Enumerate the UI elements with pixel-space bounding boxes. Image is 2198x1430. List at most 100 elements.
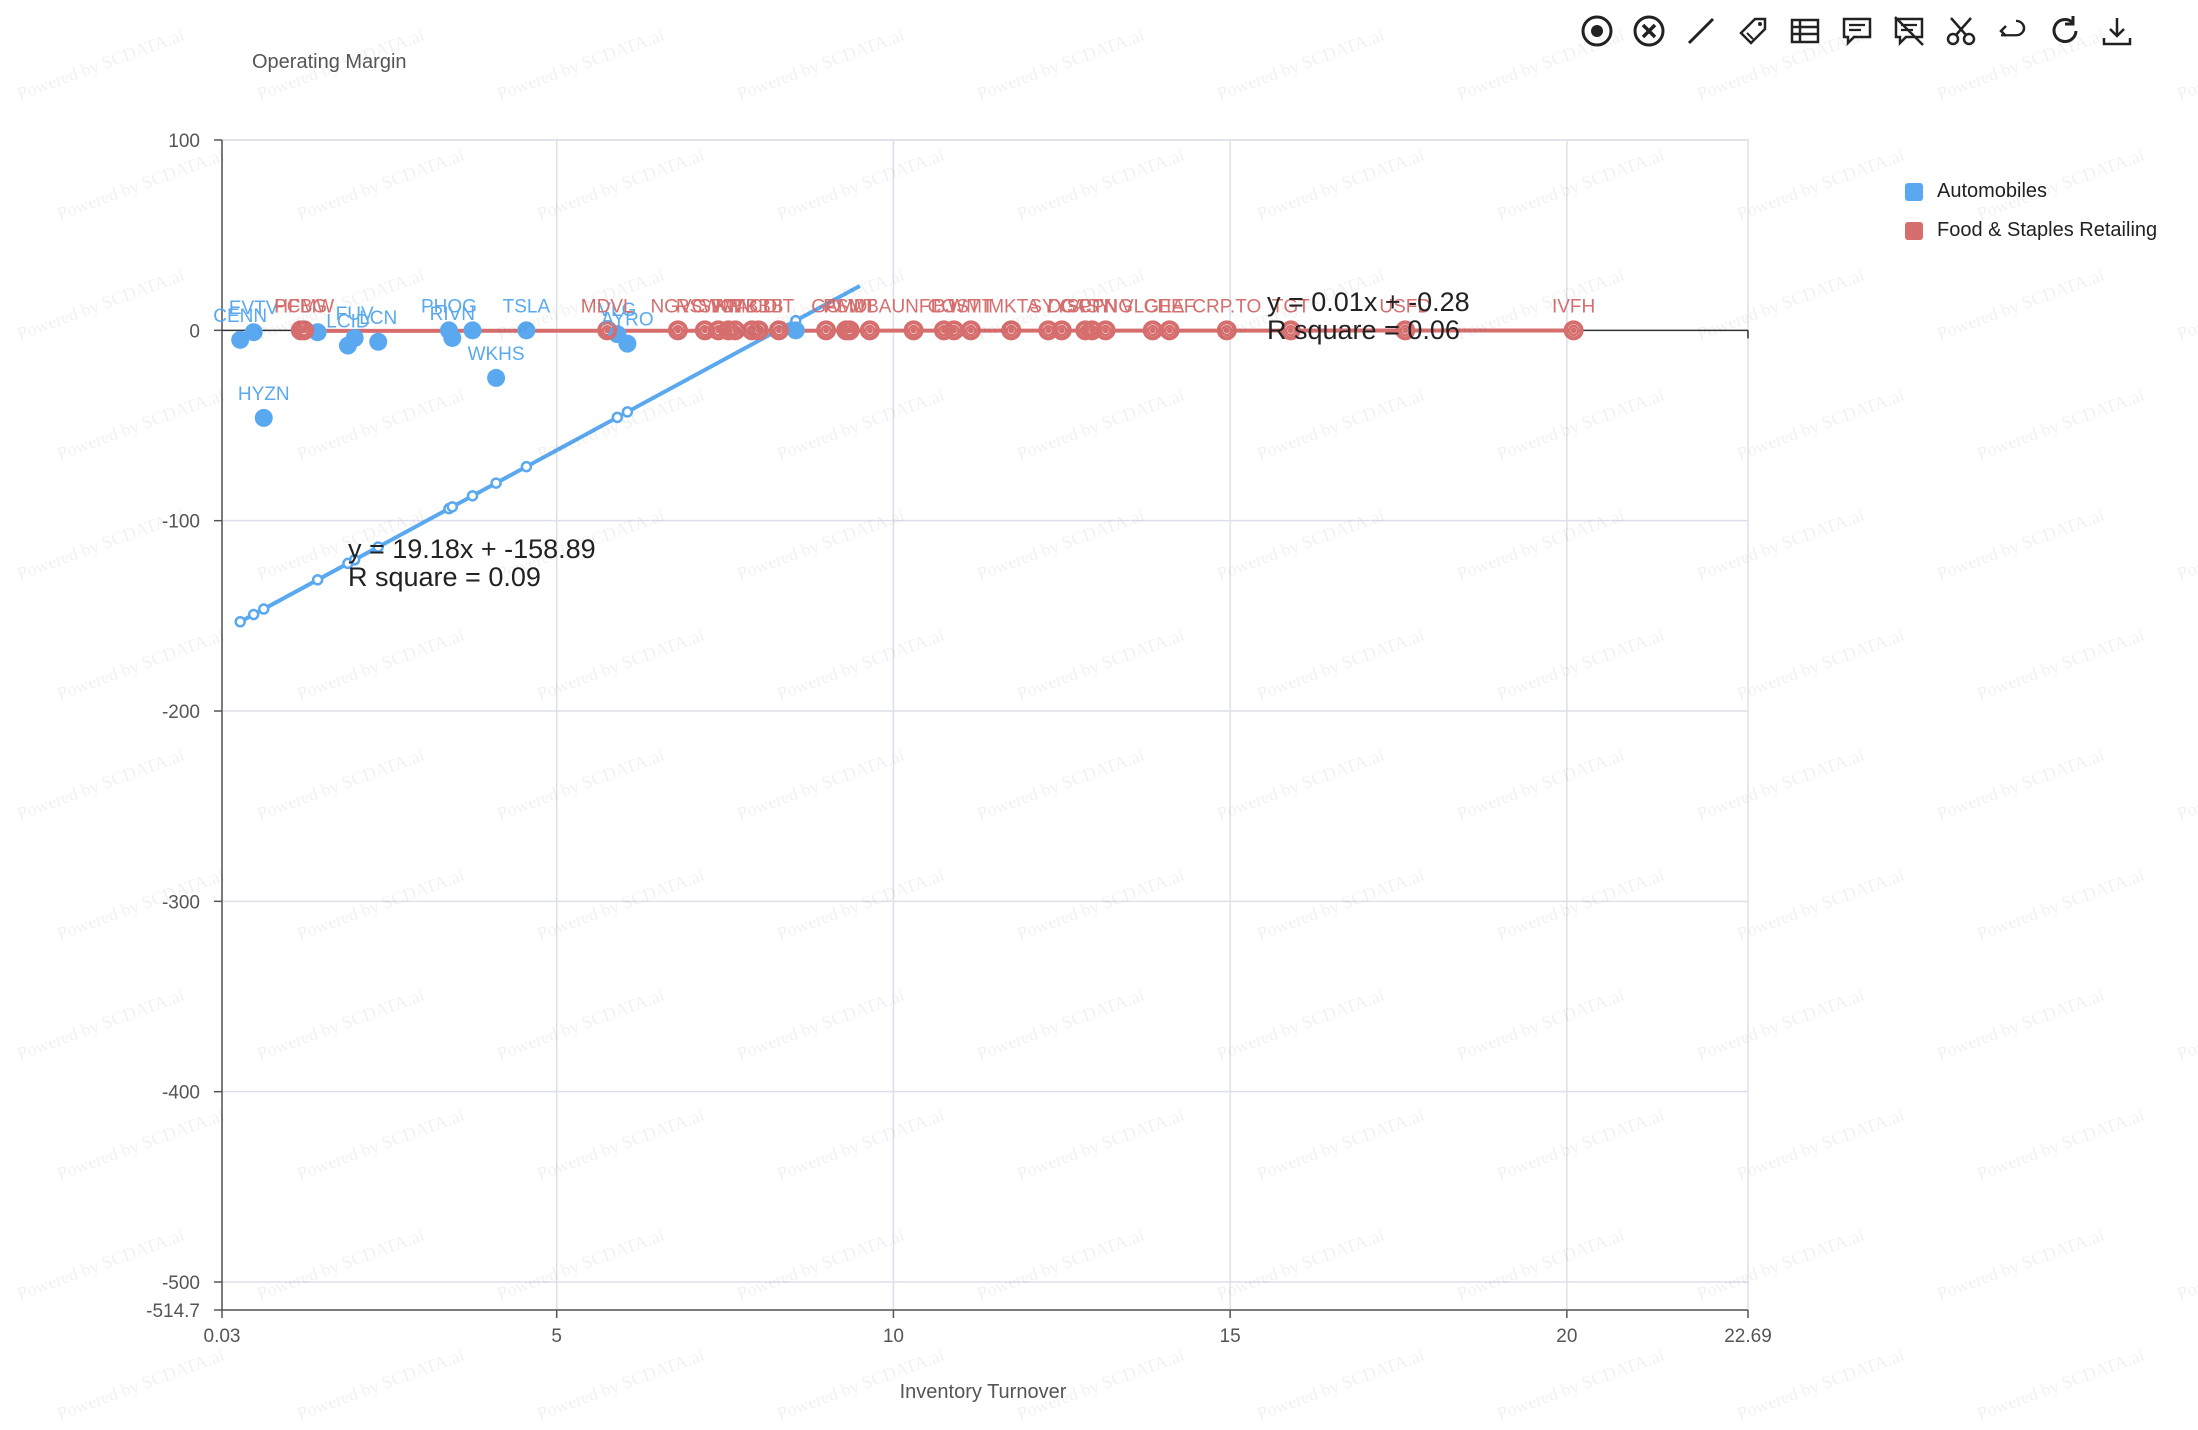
- data-label: PHOG: [421, 296, 477, 317]
- x-axis-label: Inventory Turnover: [900, 1381, 1067, 1403]
- data-point-center: [1058, 327, 1065, 334]
- target-button[interactable]: [1576, 10, 1618, 52]
- data-label: UNFI: [891, 296, 935, 317]
- data-point-center: [1166, 327, 1173, 334]
- data-point: [1216, 320, 1237, 341]
- data-label: AYRO: [601, 310, 653, 331]
- data-label: IVFH: [1552, 296, 1595, 317]
- y-tick-label: -100: [162, 512, 200, 533]
- cut-button[interactable]: [1940, 10, 1982, 52]
- x-tick-label: 15: [1220, 1326, 1241, 1347]
- data-label: CASY: [1059, 296, 1111, 317]
- comment-off-button[interactable]: [1888, 10, 1930, 52]
- data-point: [786, 321, 805, 340]
- y-tick-label: 0: [189, 321, 200, 342]
- trend-equations: y = 19.18x + -158.89R square = 0.09 y = 0…: [348, 287, 1470, 592]
- data-label: WMT: [948, 296, 994, 317]
- data-point: [487, 368, 506, 387]
- data-point-center: [701, 327, 708, 334]
- data-point-center: [866, 327, 873, 334]
- tag-icon: [1739, 17, 1767, 45]
- data-point-center: [1570, 327, 1577, 334]
- comment-off-icon: [1894, 16, 1924, 47]
- y-tick-label: -400: [162, 1083, 200, 1104]
- data-label: WKHS: [468, 344, 525, 365]
- data-label: CRP.TO: [1192, 296, 1261, 317]
- y-tick-label: 100: [168, 131, 200, 152]
- data-point-center: [674, 327, 681, 334]
- chart-toolbar: [1576, 10, 2138, 52]
- legend-item[interactable]: Food & Staples Retailing: [1905, 219, 2157, 242]
- data-label: AMD: [825, 296, 867, 317]
- legend-label: Food & Staples Retailing: [1937, 219, 2158, 241]
- data-label: SFM: [698, 296, 738, 317]
- data-label: ACI: [736, 296, 768, 317]
- legend-swatch: [1905, 182, 1923, 201]
- line-button[interactable]: [1680, 10, 1722, 52]
- data-point: [768, 320, 789, 341]
- data-label: FUV: [336, 304, 374, 325]
- data-label: VLGEA: [1121, 296, 1185, 317]
- data-label: COST: [928, 296, 981, 317]
- data-label: DIT: [764, 296, 795, 317]
- trend-point: [234, 616, 246, 628]
- trend-point: [348, 553, 361, 566]
- data-point-center: [732, 327, 739, 334]
- trend-point: [466, 490, 479, 502]
- data-label: CHEF: [1144, 296, 1196, 317]
- trend-point: [520, 460, 533, 473]
- line-icon: [1687, 17, 1715, 45]
- data-label: TGT: [1272, 296, 1310, 317]
- trend-point: [446, 501, 459, 513]
- data-label: LCN: [359, 308, 397, 329]
- data-label: LCID: [326, 312, 369, 333]
- refresh-button[interactable]: [2044, 10, 2086, 52]
- data-label: HYZN: [238, 384, 290, 405]
- trendline-0: [239, 284, 861, 624]
- cut-icon: [1946, 17, 1976, 46]
- data-point-center: [301, 327, 308, 334]
- data-point: [1038, 320, 1059, 341]
- trend-point: [372, 541, 384, 553]
- data-point: [1280, 320, 1301, 341]
- legend-label: Automobiles: [1937, 180, 2048, 202]
- table-button[interactable]: [1784, 10, 1826, 52]
- x-tick-label: 22.69: [1724, 1326, 1772, 1347]
- comment-button[interactable]: [1836, 10, 1878, 52]
- data-point-center: [1149, 327, 1156, 334]
- data-point: [1159, 320, 1180, 341]
- trend-equation: y = 19.18x + -158.89: [348, 534, 596, 564]
- data-label: WBA: [848, 296, 892, 317]
- data-label: PSMT: [823, 296, 876, 317]
- tag-button[interactable]: [1732, 10, 1774, 52]
- data-label: HFBG: [274, 296, 327, 317]
- y-tick-label: -514.7: [146, 1301, 200, 1322]
- data-label: USFD: [1379, 296, 1431, 317]
- data-point: [294, 320, 315, 341]
- trend-point: [258, 603, 270, 615]
- y-tick-label: -300: [162, 892, 200, 913]
- data-label: VLG: [598, 300, 636, 321]
- data-label: WMK: [712, 296, 759, 317]
- clear-button[interactable]: [1628, 10, 1670, 52]
- data-points: [231, 320, 1584, 427]
- data-point: [1563, 320, 1584, 341]
- x-tick-label: 20: [1556, 1326, 1577, 1347]
- download-icon: [2102, 18, 2132, 46]
- legend-item[interactable]: Automobiles: [1905, 180, 2157, 203]
- undo-button[interactable]: [1992, 10, 2034, 52]
- trend-r-square: R square = 0.09: [348, 562, 541, 592]
- data-point: [463, 321, 482, 340]
- data-point: [231, 330, 250, 349]
- data-point-center: [1223, 327, 1230, 334]
- data-label: MDVL: [581, 296, 634, 317]
- data-point: [667, 320, 688, 341]
- data-point-center: [951, 327, 958, 334]
- y-tick-label: -200: [162, 702, 200, 723]
- trend-point: [311, 574, 324, 586]
- data-point-center: [846, 327, 853, 334]
- download-button[interactable]: [2096, 10, 2138, 52]
- data-label: TSLA: [503, 296, 551, 317]
- undo-icon: [1999, 19, 2026, 37]
- data-point-center: [823, 327, 830, 334]
